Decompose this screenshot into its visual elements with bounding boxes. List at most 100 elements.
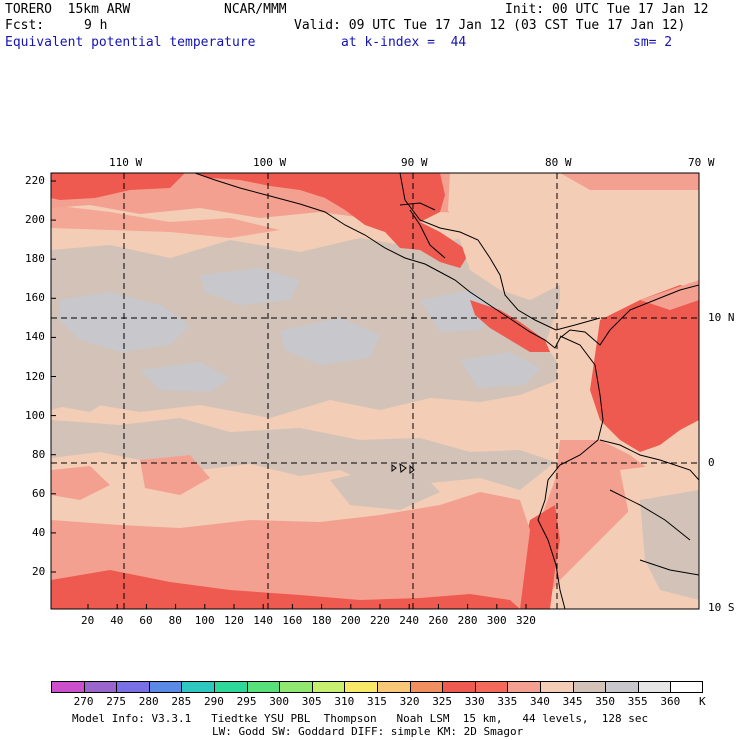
colorbar-swatch: [83, 681, 117, 693]
colorbar-swatch: [279, 681, 312, 693]
lat-label-10n: 10 N: [708, 311, 735, 324]
colorbar-swatch: [377, 681, 410, 693]
colorbar-label: 305: [301, 695, 322, 708]
x-tick-label: 320: [516, 614, 536, 627]
y-tick-label: 220: [25, 174, 45, 187]
caribbean-peach: [560, 190, 699, 250]
colorbar-swatch: [311, 681, 345, 693]
x-tick-label: 80: [168, 614, 182, 627]
lon-label-70w: 70 W: [688, 156, 715, 169]
model-info: Model Info: V3.3.1 Tiedtke YSU PBL Thomp…: [72, 712, 649, 725]
y-tick-label: 200: [25, 213, 45, 227]
caribbean-coast: [399, 173, 601, 331]
colombia-salmon: [640, 280, 699, 310]
border-5: [399, 202, 436, 211]
mexico-red: [195, 173, 470, 268]
colorbar-swatch: [474, 681, 508, 693]
lon-label-110w: 110 W: [109, 156, 143, 169]
smoothing-label: sm= 2: [633, 35, 673, 50]
org-label: NCAR/MMM: [224, 2, 287, 17]
galapagos-1: [391, 464, 397, 472]
valid-time: Valid: 09 UTC Tue 17 Jan 12 (03 CST Tue …: [294, 18, 686, 33]
colorbar-label: 345: [562, 695, 583, 708]
y-tick-label: 120: [25, 369, 45, 383]
mexico-peach-inland: [448, 173, 600, 300]
colorbar-swatch: [507, 681, 540, 693]
colorbar-swatch: [214, 681, 247, 693]
colorbar-label: 360: [660, 695, 681, 708]
north-west-red: [51, 173, 185, 200]
lat-label-10s: 10 S: [708, 601, 735, 614]
colorbar-label: 300: [269, 695, 290, 708]
colombia-red: [590, 285, 699, 452]
colorbar-label: 350: [595, 695, 616, 708]
lon-label-100w: 100 W: [253, 156, 287, 169]
y-tick-label: 60: [32, 486, 46, 500]
colorbar-label: 320: [399, 695, 420, 708]
colorbar-label: 270: [73, 695, 94, 708]
north-warm-strip-2: [51, 205, 280, 238]
galapagos-2: [399, 462, 407, 473]
colorbar-swatch: [670, 681, 703, 693]
colorbar-label: 290: [204, 695, 224, 708]
y-tick-label: 80: [32, 447, 46, 461]
colorbar-label: 340: [530, 695, 550, 708]
galapagos-3: [409, 464, 415, 474]
y-tick-label: 100: [25, 408, 45, 422]
model-title: TORERO 15km ARW: [5, 2, 131, 17]
colorbar-swatch: [116, 681, 149, 693]
x-tick-label: 220: [370, 614, 390, 627]
forecast-hour: 9 h: [84, 18, 108, 33]
x-tick-label: 140: [253, 614, 274, 627]
colorbar-swatch: [148, 681, 182, 693]
border-2: [609, 489, 691, 541]
colorbar-swatch: [442, 681, 475, 693]
field-name: Equivalent potential temperature: [5, 35, 256, 50]
west-salmon-patch: [51, 466, 110, 500]
lightgrey-patch-6: [460, 352, 540, 388]
lightgrey-patch-3: [280, 318, 380, 365]
colorbar-label: 295: [236, 695, 257, 708]
mid-salmon-patch: [140, 455, 210, 495]
south-salmon: [51, 492, 530, 609]
colorbar-swatch: [572, 681, 606, 693]
y-tick-label: 160: [25, 291, 45, 305]
x-tick-label: 280: [457, 614, 478, 627]
physics-info: LW: Godd SW: Goddard DIFF: simple KM: 2D…: [212, 725, 524, 738]
lightgrey-patch-2: [200, 268, 300, 305]
colorbar-swatch: [605, 681, 638, 693]
lon-label-80w: 80 W: [545, 156, 572, 169]
lightgrey-patch-4: [420, 290, 500, 332]
colorbar-swatch: [51, 681, 84, 693]
y-tick-label: 20: [32, 565, 46, 578]
mexico-coastline: [194, 173, 699, 349]
grey-band-lower: [51, 418, 555, 490]
x-tick-label: 180: [311, 614, 332, 627]
lightgrey-patch-1: [60, 292, 190, 352]
south-red: [51, 570, 520, 609]
south-america-coast: [537, 335, 604, 609]
lightgrey-patch-5: [140, 362, 230, 392]
colorbar-label: 310: [334, 695, 355, 708]
forecast-label: Fcst:: [5, 18, 45, 33]
colorbar-swatch: [246, 681, 280, 693]
colorbar-label: 280: [138, 695, 159, 708]
colorbar-label: K: [699, 695, 706, 708]
colorbar-swatch: [540, 681, 573, 693]
x-tick-label: 200: [340, 614, 361, 627]
colorbar-label: 325: [432, 695, 453, 708]
x-tick-label: 100: [194, 614, 215, 627]
colorbar-label: 285: [171, 695, 192, 708]
border-1: [599, 439, 699, 481]
x-tick-label: 160: [282, 614, 303, 627]
x-tick-label: 20: [81, 614, 95, 627]
x-tick-label: 260: [428, 614, 449, 627]
colorbar-swatch: [344, 681, 377, 693]
colorbar-label: 275: [106, 695, 127, 708]
x-tick-label: 240: [399, 614, 420, 627]
colorbar-label: 335: [497, 695, 518, 708]
level-label: at k-index = 44: [341, 35, 467, 50]
x-tick-label: 120: [224, 614, 244, 627]
colorbar-label: 315: [367, 695, 387, 708]
